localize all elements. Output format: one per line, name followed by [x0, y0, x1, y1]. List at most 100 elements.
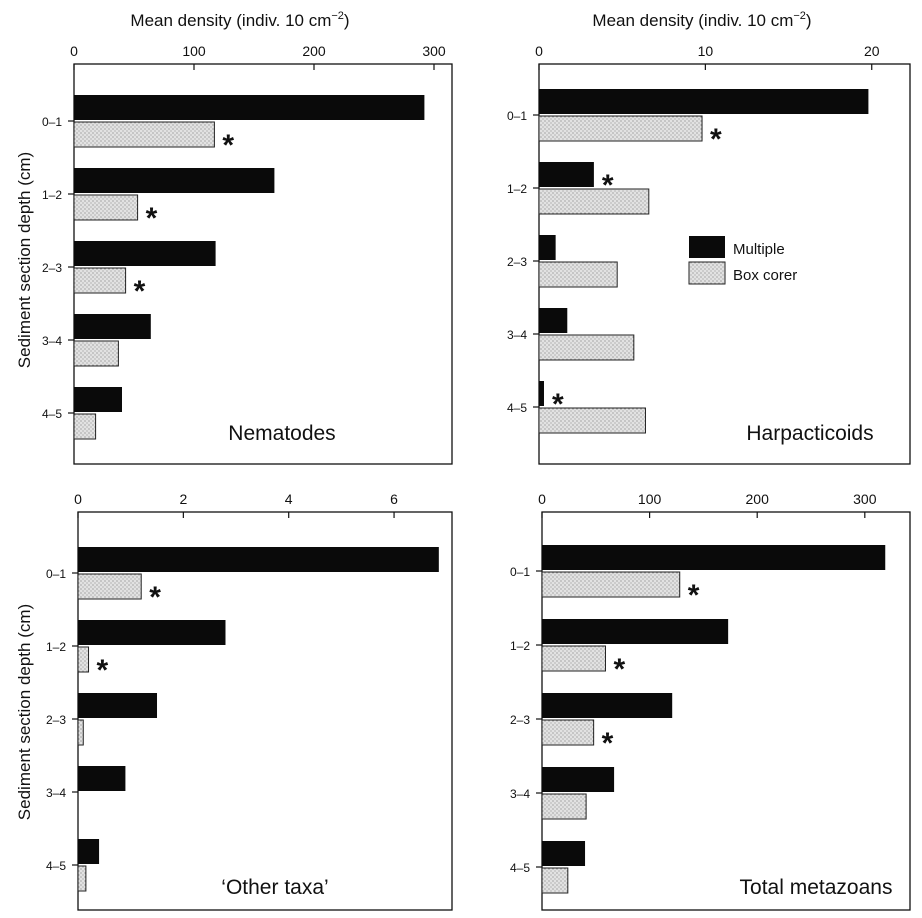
bar-multiple [539, 381, 544, 406]
bar-multiple [74, 387, 122, 412]
x-tick-label: 0 [74, 491, 82, 507]
bar-multiple [539, 89, 869, 114]
bar-box-corer [73, 194, 139, 221]
chart-panel-top-left: 0 100 200 300 0–1 * 1–2 * 2–3 * 3–4 4–5 Nematodes [42, 43, 453, 465]
bar-box-corer [538, 261, 618, 288]
bar-box-corer [541, 867, 569, 894]
bar-box-corer [77, 719, 84, 746]
y-tick-label: 4–5 [46, 859, 66, 873]
bar-multiple [78, 620, 226, 645]
panel-annotation: ‘Other taxa’ [221, 876, 328, 899]
bar-box-corer [73, 413, 97, 440]
bar-multiple [74, 241, 216, 266]
legend: Multiple Box corer [688, 236, 797, 285]
x-axis-title-left-sup: −2 [331, 10, 344, 22]
significance-asterisk: * [688, 579, 700, 612]
legend-swatch-box-corer [688, 261, 726, 285]
significance-asterisk: * [146, 202, 158, 235]
bar-box-corer [538, 334, 635, 361]
significance-asterisk: * [222, 129, 234, 162]
bar-box-corer [73, 340, 119, 367]
y-tick-label: 1–2 [42, 188, 62, 202]
bar-multiple [74, 314, 151, 339]
significance-asterisk: * [710, 123, 722, 156]
bar-multiple [78, 693, 158, 718]
significance-asterisk: * [149, 581, 161, 614]
bar-box-corer [541, 645, 606, 672]
bar-box-corer [77, 865, 87, 892]
x-tick-label: 200 [302, 43, 326, 59]
y-tick-label: 4–5 [510, 861, 530, 875]
bar-box-corer [538, 115, 703, 142]
x-axis-title-right: Mean density (indiv. 10 cm−2) [592, 10, 811, 30]
bar-multiple [542, 693, 673, 718]
x-tick-label: 0 [535, 43, 543, 59]
y-tick-label: 0–1 [42, 115, 62, 129]
y-axis-title-bottom: Sediment section depth (cm) [15, 604, 34, 820]
y-tick-label: 4–5 [507, 401, 527, 415]
y-tick-label: 0–1 [46, 567, 66, 581]
panel-annotation: Total metazoans [740, 876, 893, 899]
x-tick-label: 2 [179, 491, 187, 507]
significance-asterisk: * [602, 727, 614, 760]
bar-multiple [78, 547, 439, 572]
legend-label-multiple: Multiple [733, 241, 785, 258]
y-tick-label: 2–3 [46, 713, 66, 727]
x-tick-label: 0 [70, 43, 78, 59]
bar-multiple [542, 841, 586, 866]
y-tick-label: 3–4 [46, 786, 66, 800]
x-tick-label: 20 [864, 43, 880, 59]
x-tick-label: 100 [182, 43, 206, 59]
x-tick-label: 300 [422, 43, 446, 59]
bar-multiple [78, 839, 100, 864]
bar-box-corer [538, 188, 650, 215]
y-tick-label: 0–1 [507, 109, 527, 123]
y-tick-label: 1–2 [46, 640, 66, 654]
bar-box-corer [77, 646, 90, 673]
bar-multiple [539, 308, 568, 333]
y-tick-label: 3–4 [42, 334, 62, 348]
x-tick-label: 100 [638, 491, 662, 507]
x-tick-label: 4 [285, 491, 293, 507]
bar-box-corer [541, 793, 587, 820]
bar-multiple [539, 235, 556, 260]
bar-box-corer [541, 719, 595, 746]
y-tick-label: 2–3 [510, 713, 530, 727]
panel-annotation: Harpacticoids [746, 422, 873, 445]
x-tick-label: 6 [390, 491, 398, 507]
y-tick-label: 1–2 [510, 639, 530, 653]
bar-multiple [542, 767, 615, 792]
significance-asterisk: * [134, 275, 146, 308]
chart-panel-bottom-left: 0 2 4 6 0–1 * 1–2 * 2–3 3–4 4–5 ‘Other taxa’ [46, 491, 453, 911]
significance-asterisk: * [613, 653, 625, 686]
y-axis-title-top: Sediment section depth (cm) [15, 152, 34, 368]
bar-box-corer [73, 267, 127, 294]
y-tick-label: 2–3 [42, 261, 62, 275]
chart-panel-bottom-right: 0 100 200 300 0–1 * 1–2 * 2–3 * 3–4 4–5 Total metazo… [510, 491, 911, 911]
bar-multiple [74, 168, 275, 193]
x-axis-title-left: Mean density (indiv. 10 cm−2) [130, 10, 349, 30]
y-tick-label: 4–5 [42, 407, 62, 421]
bar-multiple [542, 619, 729, 644]
bar-multiple [74, 95, 425, 120]
significance-asterisk: * [97, 654, 109, 687]
y-tick-label: 3–4 [510, 787, 530, 801]
bar-multiple [539, 162, 594, 187]
legend-label-box-corer: Box corer [733, 267, 797, 284]
bar-box-corer [538, 407, 646, 434]
x-axis-title-right-sup: −2 [793, 10, 806, 22]
chart-panel-top-right: 0 10 200–1*1–2 *2–33–44–5 *Harpacticoids [507, 43, 911, 465]
legend-swatch-multiple [689, 236, 725, 258]
x-tick-label: 300 [853, 491, 877, 507]
bar-multiple [542, 545, 886, 570]
bar-multiple [78, 766, 126, 791]
y-tick-label: 1–2 [507, 182, 527, 196]
x-tick-label: 200 [746, 491, 770, 507]
x-tick-label: 0 [538, 491, 546, 507]
panel-annotation: Nematodes [228, 422, 335, 445]
bar-box-corer [77, 573, 142, 600]
y-tick-label: 0–1 [510, 565, 530, 579]
bar-box-corer [73, 121, 215, 148]
